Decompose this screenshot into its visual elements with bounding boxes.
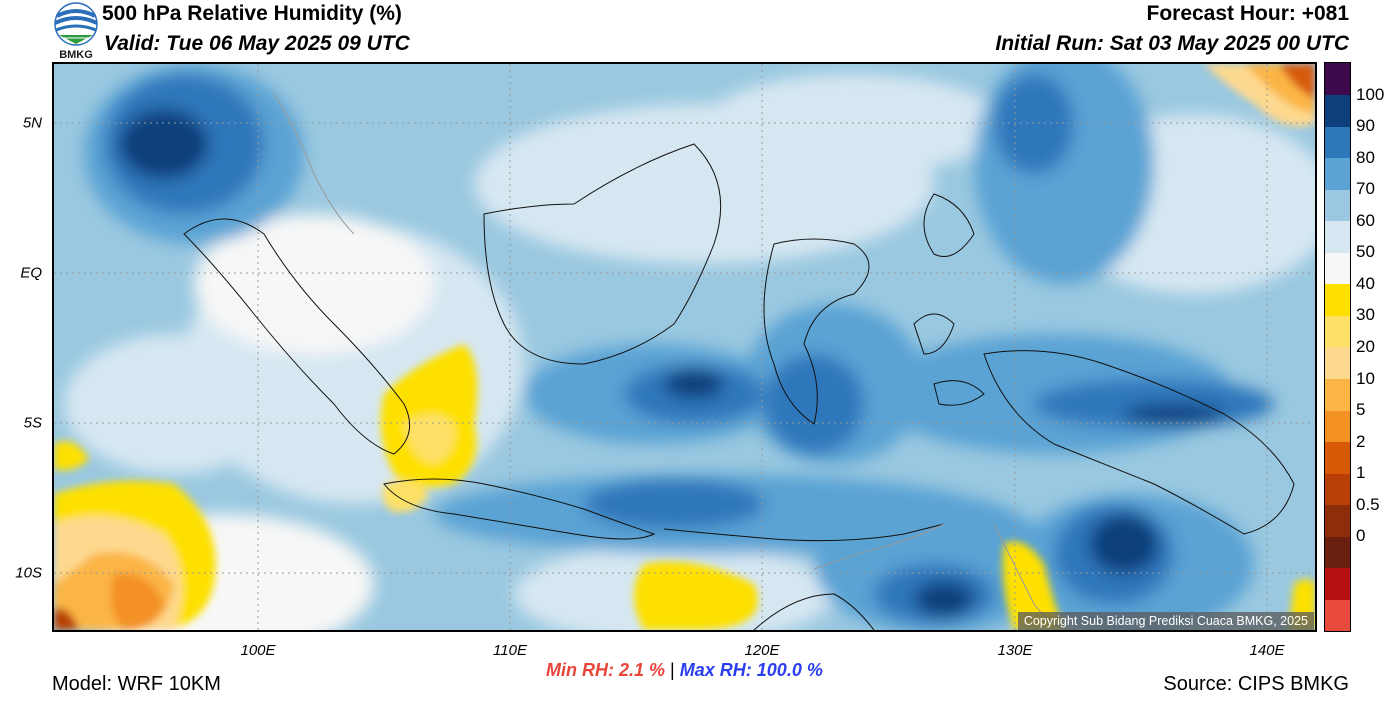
colorbar-segment <box>1325 157 1350 190</box>
initial-run: Initial Run: Sat 03 May 2025 00 UTC <box>995 32 1349 55</box>
colorbar-segment <box>1325 473 1350 506</box>
colorbar-tick-label: 40 <box>1356 273 1375 293</box>
lat-label-5s: 5S <box>23 414 42 432</box>
colorbar-segment <box>1325 252 1350 285</box>
colorbar-tick-label: 20 <box>1356 337 1375 356</box>
lon-label-100e: 100E <box>240 642 276 659</box>
lon-label-120e: 120E <box>744 642 780 659</box>
valid-time: Valid: Tue 06 May 2025 09 UTC <box>104 32 410 55</box>
colorbar-segment <box>1325 94 1350 127</box>
max-rh-label: Max RH: <box>679 660 752 680</box>
colorbar-tick-label: 10 <box>1356 368 1375 388</box>
colorbar-tick-label: 70 <box>1356 179 1375 199</box>
colorbar <box>1324 62 1351 632</box>
colorbar-segment <box>1325 347 1350 380</box>
colorbar-segment <box>1325 220 1350 253</box>
colorbar-tick-label: 1 <box>1356 463 1366 483</box>
max-rh-value: 100.0 % <box>756 660 823 680</box>
model-label: Model: WRF 10KM <box>52 673 221 695</box>
colorbar-segment <box>1325 63 1350 96</box>
colorbar-tick-label: 0 <box>1356 526 1366 546</box>
stats-separator: | <box>670 660 675 680</box>
colorbar-segment <box>1325 410 1350 443</box>
colorbar-tick-label: 0.5 <box>1356 494 1380 514</box>
min-rh-label: Min RH: <box>546 660 614 680</box>
humidity-field <box>54 64 1315 630</box>
min-rh-value: 2.1 % <box>619 660 666 680</box>
colorbar-tick-label: 50 <box>1356 242 1375 262</box>
map-title: 500 hPa Relative Humidity (%) <box>102 2 402 25</box>
colorbar-tick-label: 30 <box>1356 305 1375 325</box>
colorbar-tick-label: 100 <box>1356 84 1385 104</box>
colorbar-segment <box>1325 283 1350 316</box>
lat-label-10s: 10S <box>15 564 42 582</box>
lon-label-110e: 110E <box>493 642 527 659</box>
colorbar-segment <box>1325 504 1350 537</box>
colorbar-segment <box>1325 126 1350 159</box>
colorbar-tick-label: 2 <box>1356 431 1366 451</box>
colorbar-segment <box>1325 536 1350 569</box>
rh-stats: Min RH: 2.1 % | Max RH: 100.0 % <box>546 660 823 681</box>
colorbar-tick-label: 90 <box>1356 116 1375 136</box>
colorbar-segment <box>1325 315 1350 348</box>
source-label: Source: CIPS BMKG <box>1163 673 1349 695</box>
lat-label-5n: 5N <box>22 114 42 132</box>
logo-text: BMKG <box>59 49 93 60</box>
colorbar-tick-label: 80 <box>1356 147 1375 167</box>
colorbar-segment <box>1325 567 1350 600</box>
colorbar-segment <box>1325 441 1350 474</box>
forecast-hour: Forecast Hour: +081 <box>1146 2 1350 25</box>
copyright-notice: Copyright Sub Bidang Prediksi Cuaca BMKG… <box>1017 612 1314 630</box>
bmkg-logo: BMKG <box>52 2 100 61</box>
lon-label-140e: 140E <box>1249 642 1285 659</box>
colorbar-tick-label: 60 <box>1356 210 1375 230</box>
lat-label-eq: EQ <box>20 264 42 282</box>
lon-label-130e: 130E <box>997 642 1033 659</box>
colorbar-tick-label: 5 <box>1356 400 1366 420</box>
colorbar-segment <box>1325 599 1350 632</box>
colorbar-segment <box>1325 189 1350 222</box>
colorbar-segment <box>1325 378 1350 411</box>
humidity-map <box>52 62 1317 632</box>
